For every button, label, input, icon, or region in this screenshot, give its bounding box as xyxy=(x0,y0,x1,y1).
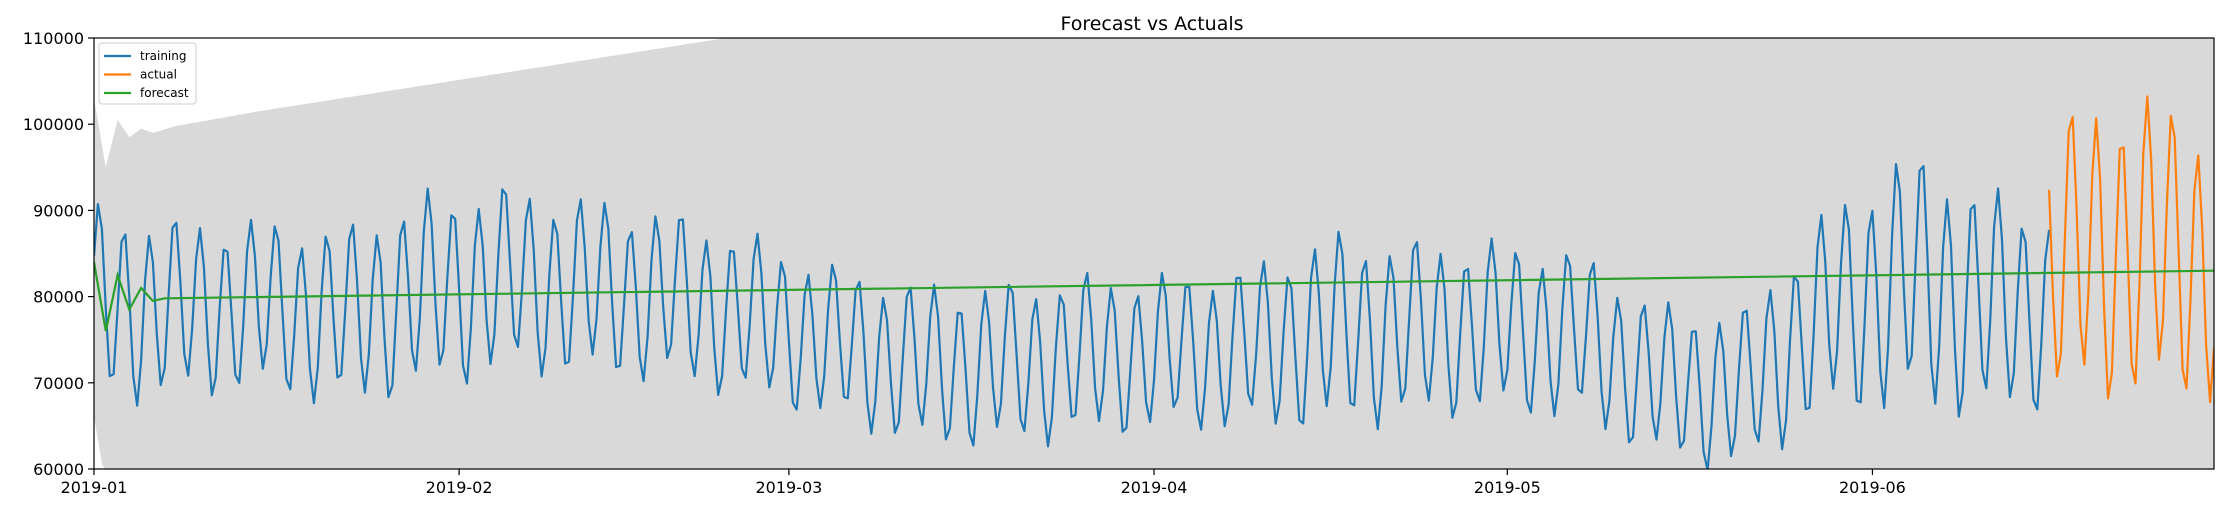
series-line-forecast xyxy=(94,261,2214,332)
x-tick-label: 2019-06 xyxy=(1839,478,1906,497)
x-tick-label: 2019-05 xyxy=(1474,478,1541,497)
legend-label-forecast: forecast xyxy=(140,86,189,100)
confidence-band xyxy=(94,38,2214,469)
y-tick-label: 70000 xyxy=(33,374,84,393)
legend-label-actual: actual xyxy=(140,68,177,82)
legend-box xyxy=(98,42,197,105)
y-tick-label: 110000 xyxy=(23,29,84,48)
band-upper-edge xyxy=(94,38,754,168)
legend-label-training: training xyxy=(140,49,187,63)
y-tick-label: 80000 xyxy=(33,288,84,307)
x-axis: 2019-01 2019-02 2019-03 2019-04 2019-05 2019-… xyxy=(61,469,1906,497)
x-tick-label: 2019-04 xyxy=(1121,478,1188,497)
series-line-actual xyxy=(2048,95,2214,404)
x-tick-label: 2019-01 xyxy=(61,478,128,497)
x-tick-label: 2019-02 xyxy=(426,478,493,497)
plot-frame xyxy=(93,37,2215,470)
legend: training actual forecast xyxy=(98,42,197,105)
series-line-training xyxy=(94,163,2051,469)
plot-area xyxy=(94,38,2214,469)
x-tick-label: 2019-03 xyxy=(755,478,822,497)
y-tick-label: 100000 xyxy=(23,115,84,134)
chart-title: Forecast vs Actuals xyxy=(1060,13,1243,35)
y-tick-label: 90000 xyxy=(33,201,84,220)
band-lower-edge xyxy=(94,417,112,469)
y-tick-label: 60000 xyxy=(33,460,84,479)
y-axis: 60000 70000 80000 90000 100000 110000 xyxy=(23,29,94,479)
